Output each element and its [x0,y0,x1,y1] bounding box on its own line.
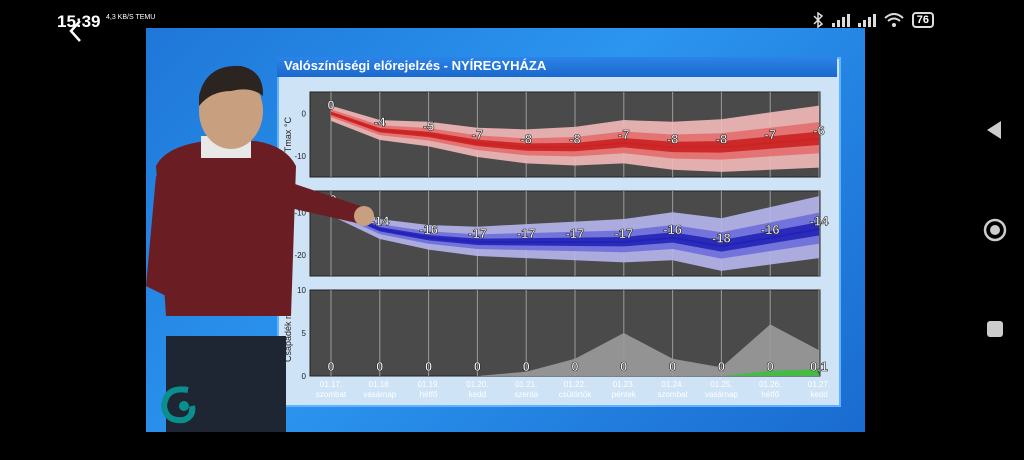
data-label: -18 [712,230,731,245]
day-label: szombat [657,390,688,399]
data-label: -17 [614,226,633,241]
data-label: -16 [419,222,438,237]
day-label: szerda [514,390,539,399]
forecast-title: Valószínűségi előrejelzés - NYÍREGYHÁZA [277,57,837,77]
tick-label: -20 [294,251,306,260]
data-label: 0 [669,359,676,374]
forecast-charts: Tmax °C0-100-4-5-7-8-8-7-8-8-7-6Tmin-10-… [283,91,830,399]
recents-square-icon[interactable] [983,317,1007,341]
bluetooth-icon [813,12,823,28]
day-label: csütörtök [559,390,592,399]
axis-label: Csapadék mm [283,304,293,362]
date-label: 01.26. [759,380,781,389]
day-label: vasárnap [705,390,738,399]
data-label: -7 [472,127,484,142]
date-label: 01.24. [661,380,683,389]
precip-spread [331,324,819,376]
data-label: -8 [667,131,679,146]
data-label: -7 [618,127,630,142]
date-label: 01.21. [515,380,537,389]
date-label: 01.25. [710,380,732,389]
data-label: 0 [474,359,481,374]
wifi-icon [884,13,904,27]
data-label: -17 [468,226,487,241]
status-bar: 15:39 4,3 KB/S TEMU 76 [0,0,1024,44]
data-label: -7 [764,127,776,142]
data-label: -5 [423,119,435,134]
day-label: kedd [469,390,486,399]
data-label: -17 [566,226,585,241]
home-circle-icon[interactable] [983,218,1007,242]
date-label: 01.20. [466,380,488,389]
data-label: 0 [620,359,627,374]
data-label: 0 [425,359,432,374]
date-label: 01.27. [808,380,830,389]
date-label: 01.19. [417,380,439,389]
data-label: -14 [370,213,390,228]
data-label: 0 [327,359,334,374]
tick-label: 0 [302,109,307,118]
tick-label: -10 [294,152,306,161]
date-label: 01.18. [369,380,391,389]
day-label: hétfő [420,390,438,399]
network-speed: 4,3 KB/S TEMU [106,14,156,21]
signal-icon [831,14,850,27]
ensemble-band [331,111,819,153]
tick-label: 0 [302,372,307,381]
data-label: -8 [569,131,581,146]
day-label: hétfő [761,390,779,399]
date-label: 01.22. [564,380,586,389]
date-label: 01.23. [613,380,635,389]
data-label: -14 [810,213,830,228]
tick-label: 10 [297,286,306,295]
data-label: 0 [523,359,530,374]
data-label: 0 [571,359,578,374]
data-label: -6 [813,123,825,138]
battery-icon: 76 [911,12,934,28]
data-label: 0 [327,97,334,112]
data-label: -17 [517,226,536,241]
navigation-bar [965,0,1024,460]
date-label: 01.17. [320,380,342,389]
tick-label: 5 [302,329,307,338]
axis-label: Tmax °C [283,116,293,152]
data-label: -16 [663,222,682,237]
data-label: -8 [716,131,728,146]
back-arrow-icon[interactable] [66,18,86,44]
data-label: -4 [374,114,386,129]
precip-probability [721,369,819,376]
day-label: péntek [612,390,637,399]
data-label: 0 [718,359,725,374]
status-icons: 76 [812,12,934,28]
day-label: vasárnap [363,390,396,399]
tick-label: -10 [294,208,306,217]
median-line [330,112,820,149]
presenter-figure [146,65,374,432]
median-line [330,207,820,248]
channel-logo-icon [160,386,196,424]
signal-icon-2 [857,14,876,27]
data-label: 0 [376,359,383,374]
back-triangle-icon[interactable] [983,118,1007,142]
data-label: 0,1 [810,359,828,374]
data-label: 0 [767,359,774,374]
day-label: szombat [316,390,347,399]
data-label: -16 [761,222,780,237]
day-label: kedd [810,390,827,399]
data-label: -8 [520,131,532,146]
video-frame[interactable]: Valószínűségi előrejelzés - NYÍREGYHÁZA … [146,28,865,432]
